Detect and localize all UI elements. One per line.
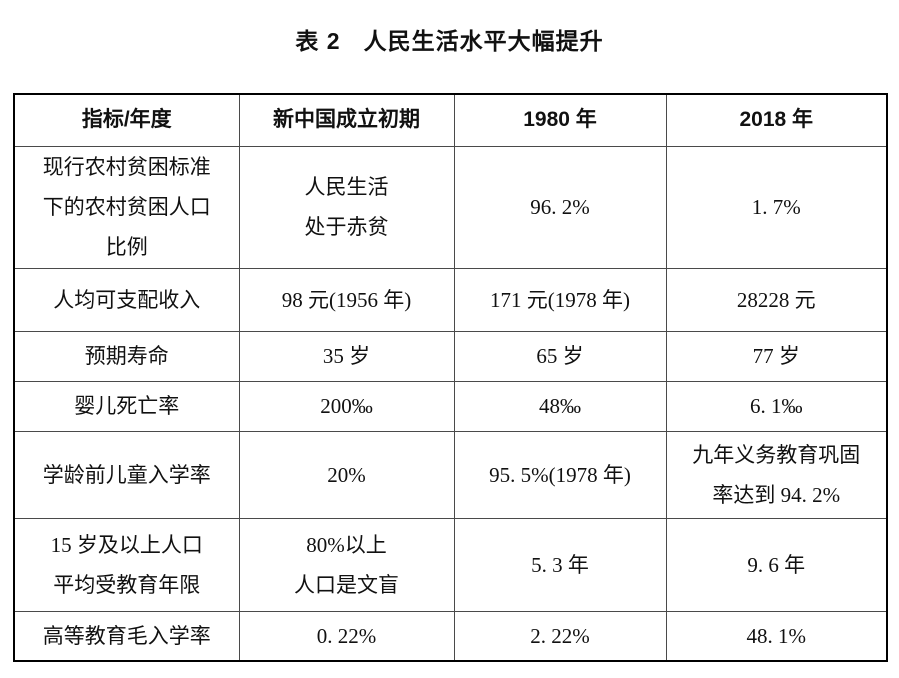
cell-1980-value: 5. 3 年 <box>453 517 667 612</box>
cell-1980-value: 96. 2% <box>453 145 667 269</box>
table-row-preschool-enrollment: 学龄前儿童入学率 20% 95. 5%(1978 年) 九年义务教育巩固 率达到… <box>13 430 888 519</box>
cell-indicator: 预期寿命 <box>13 330 240 382</box>
table-row-avg-schooling-years: 15 岁及以上人口 平均受教育年限 80%以上 人口是文盲 5. 3 年 9. … <box>13 517 888 612</box>
living-standards-table: 指标/年度 新中国成立初期 1980 年 2018 年 现行农村贫困标准 下的农… <box>13 93 888 662</box>
cell-1980-value: 48‰ <box>453 380 667 432</box>
table-caption: 表 2 人民生活水平大幅提升 <box>0 26 899 56</box>
header-row: 指标/年度 新中国成立初期 1980 年 2018 年 <box>13 93 888 147</box>
table-row-rural-poverty: 现行农村贫困标准 下的农村贫困人口 比例 人民生活 处于赤贫 96. 2% 1.… <box>13 145 888 269</box>
table-row-higher-education-enrollment: 高等教育毛入学率 0. 22% 2. 22% 48. 1% <box>13 610 888 662</box>
cell-early-value: 80%以上 人口是文盲 <box>238 517 455 612</box>
table-number: 表 2 <box>295 28 341 54</box>
cell-early-value: 人民生活 处于赤贫 <box>238 145 455 269</box>
cell-indicator: 学龄前儿童入学率 <box>13 430 240 519</box>
cell-1980-value: 2. 22% <box>453 610 667 662</box>
cell-early-value: 98 元(1956 年) <box>238 267 455 332</box>
header-2018: 2018 年 <box>665 93 888 147</box>
cell-2018-value: 1. 7% <box>665 145 888 269</box>
cell-indicator: 现行农村贫困标准 下的农村贫困人口 比例 <box>13 145 240 269</box>
header-indicator: 指标/年度 <box>13 93 240 147</box>
cell-2018-value: 48. 1% <box>665 610 888 662</box>
table-row-disposable-income: 人均可支配收入 98 元(1956 年) 171 元(1978 年) 28228… <box>13 267 888 332</box>
cell-early-value: 200‰ <box>238 380 455 432</box>
cell-1980-value: 171 元(1978 年) <box>453 267 667 332</box>
cell-1980-value: 65 岁 <box>453 330 667 382</box>
cell-early-value: 0. 22% <box>238 610 455 662</box>
table-title: 人民生活水平大幅提升 <box>363 28 604 54</box>
cell-2018-value: 6. 1‰ <box>665 380 888 432</box>
header-early-prc: 新中国成立初期 <box>238 93 455 147</box>
cell-indicator: 婴儿死亡率 <box>13 380 240 432</box>
cell-2018-value: 77 岁 <box>665 330 888 382</box>
cell-1980-value: 95. 5%(1978 年) <box>453 430 667 519</box>
cell-indicator: 高等教育毛入学率 <box>13 610 240 662</box>
cell-early-value: 20% <box>238 430 455 519</box>
cell-2018-value: 九年义务教育巩固 率达到 94. 2% <box>665 430 888 519</box>
cell-indicator: 15 岁及以上人口 平均受教育年限 <box>13 517 240 612</box>
table-row-infant-mortality: 婴儿死亡率 200‰ 48‰ 6. 1‰ <box>13 380 888 432</box>
table-row-life-expectancy: 预期寿命 35 岁 65 岁 77 岁 <box>13 330 888 382</box>
cell-2018-value: 9. 6 年 <box>665 517 888 612</box>
cell-early-value: 35 岁 <box>238 330 455 382</box>
cell-2018-value: 28228 元 <box>665 267 888 332</box>
header-1980: 1980 年 <box>453 93 667 147</box>
cell-indicator: 人均可支配收入 <box>13 267 240 332</box>
